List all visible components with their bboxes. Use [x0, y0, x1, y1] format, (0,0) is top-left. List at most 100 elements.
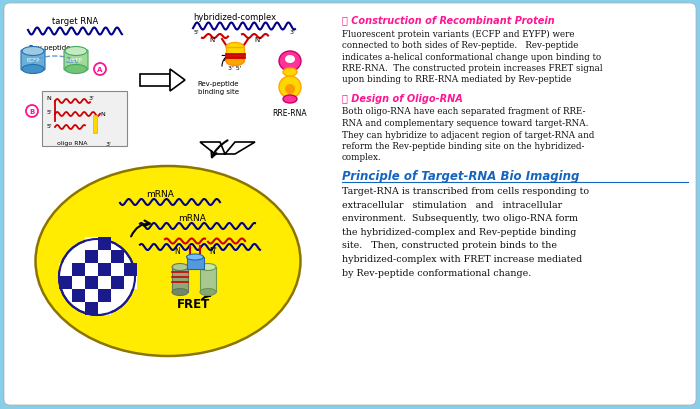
- Text: ECFP: ECFP: [27, 58, 40, 63]
- Ellipse shape: [200, 289, 216, 296]
- Polygon shape: [111, 276, 124, 289]
- Text: Principle of Target-RNA Bio Imaging: Principle of Target-RNA Bio Imaging: [342, 170, 580, 183]
- Text: RRE-RNA.  The constructed protein increases FRET signal: RRE-RNA. The constructed protein increas…: [342, 64, 603, 73]
- Polygon shape: [59, 250, 72, 263]
- Text: indicates a-helical conformational change upon binding to: indicates a-helical conformational chang…: [342, 52, 601, 61]
- Polygon shape: [72, 289, 85, 302]
- Ellipse shape: [172, 264, 188, 271]
- Ellipse shape: [285, 85, 295, 95]
- Polygon shape: [59, 289, 72, 302]
- Polygon shape: [124, 302, 137, 315]
- Polygon shape: [111, 250, 124, 263]
- Text: oligo RNA: oligo RNA: [57, 141, 88, 146]
- Text: 3': 3': [289, 29, 295, 34]
- Text: by Rev-peptide conformational change.: by Rev-peptide conformational change.: [342, 268, 531, 277]
- Text: mRNA: mRNA: [146, 190, 174, 199]
- Bar: [200, 267, 216, 292]
- Text: complex.: complex.: [342, 153, 382, 162]
- Polygon shape: [85, 302, 98, 315]
- Text: Ⓐ Construction of Recombinant Protein: Ⓐ Construction of Recombinant Protein: [342, 15, 554, 25]
- Text: EYFP: EYFP: [69, 58, 83, 63]
- Ellipse shape: [186, 254, 204, 261]
- Text: A: A: [97, 67, 103, 73]
- Text: N: N: [101, 112, 106, 117]
- Circle shape: [26, 106, 38, 118]
- Bar: [187, 257, 204, 270]
- Bar: [93, 116, 97, 134]
- Ellipse shape: [285, 56, 295, 64]
- Text: Rev-peptide
binding site: Rev-peptide binding site: [197, 81, 239, 95]
- Text: 3' 5': 3' 5': [228, 66, 242, 71]
- Text: environment.  Subsequently, two oligo-RNA form: environment. Subsequently, two oligo-RNA…: [342, 214, 578, 223]
- Text: 5': 5': [46, 123, 52, 128]
- Text: target RNA: target RNA: [52, 18, 98, 27]
- Text: 3': 3': [105, 141, 111, 146]
- Polygon shape: [98, 289, 111, 302]
- Polygon shape: [85, 237, 98, 250]
- Text: mRNA: mRNA: [178, 214, 206, 223]
- Text: the hybridized-complex and Rev-peptide binding: the hybridized-complex and Rev-peptide b…: [342, 227, 576, 236]
- Text: Ⓑ Design of Oligo-RNA: Ⓑ Design of Oligo-RNA: [342, 94, 463, 104]
- Polygon shape: [200, 143, 255, 155]
- Ellipse shape: [22, 65, 44, 74]
- Text: N: N: [174, 247, 180, 256]
- Polygon shape: [85, 263, 98, 276]
- Ellipse shape: [65, 65, 87, 74]
- Polygon shape: [72, 276, 85, 289]
- Polygon shape: [59, 237, 72, 250]
- Polygon shape: [111, 289, 124, 302]
- Polygon shape: [98, 263, 111, 276]
- Ellipse shape: [283, 96, 297, 104]
- Polygon shape: [124, 289, 137, 302]
- Bar: [140, 75, 170, 87]
- Text: B: B: [29, 109, 34, 115]
- Ellipse shape: [36, 166, 300, 356]
- Bar: [172, 267, 188, 292]
- Ellipse shape: [226, 43, 244, 52]
- Polygon shape: [85, 250, 98, 263]
- Ellipse shape: [226, 57, 244, 66]
- Text: hybridized-complex: hybridized-complex: [193, 12, 276, 21]
- Ellipse shape: [172, 289, 188, 296]
- Text: N': N': [209, 247, 217, 256]
- Circle shape: [94, 64, 106, 76]
- Ellipse shape: [279, 52, 301, 72]
- Bar: [226, 48, 244, 62]
- Polygon shape: [98, 276, 111, 289]
- Text: 3': 3': [88, 95, 94, 100]
- Polygon shape: [98, 250, 111, 263]
- Text: extracellular   stimulation   and   intracellular: extracellular stimulation and intracellu…: [342, 200, 562, 209]
- Text: N': N': [254, 37, 262, 43]
- Ellipse shape: [200, 264, 216, 271]
- Polygon shape: [85, 289, 98, 302]
- Text: RRE-RNA: RRE-RNA: [273, 108, 307, 117]
- Polygon shape: [124, 276, 137, 289]
- Bar: [42, 92, 127, 147]
- FancyBboxPatch shape: [21, 51, 45, 71]
- Ellipse shape: [65, 47, 87, 56]
- Polygon shape: [59, 263, 72, 276]
- Polygon shape: [59, 276, 72, 289]
- Text: hybridized-complex with FRET increase mediated: hybridized-complex with FRET increase me…: [342, 254, 582, 263]
- Ellipse shape: [283, 69, 297, 77]
- Polygon shape: [111, 263, 124, 276]
- Ellipse shape: [279, 77, 301, 99]
- Polygon shape: [124, 250, 137, 263]
- Text: 5': 5': [193, 29, 199, 34]
- Text: upon binding to RRE-RNA mediated by Rev-peptide: upon binding to RRE-RNA mediated by Rev-…: [342, 75, 571, 84]
- Polygon shape: [111, 302, 124, 315]
- Polygon shape: [111, 237, 124, 250]
- Text: site.   Then, constructed protein binds to the: site. Then, constructed protein binds to…: [342, 241, 557, 250]
- Text: reform the Rev-peptide binding site on the hybridized-: reform the Rev-peptide binding site on t…: [342, 142, 584, 151]
- FancyBboxPatch shape: [64, 51, 88, 71]
- Polygon shape: [124, 263, 137, 276]
- Text: Fluorescent protein variants (ECFP and EYFP) were: Fluorescent protein variants (ECFP and E…: [342, 29, 575, 38]
- Text: connected to both sides of Rev-peptide.   Rev-peptide: connected to both sides of Rev-peptide. …: [342, 41, 578, 50]
- Circle shape: [59, 239, 135, 315]
- Text: N: N: [209, 37, 215, 43]
- Text: Target-RNA is transcribed from cells responding to: Target-RNA is transcribed from cells res…: [342, 187, 589, 196]
- Polygon shape: [72, 263, 85, 276]
- Polygon shape: [124, 237, 137, 250]
- Polygon shape: [98, 237, 111, 250]
- Polygon shape: [72, 237, 85, 250]
